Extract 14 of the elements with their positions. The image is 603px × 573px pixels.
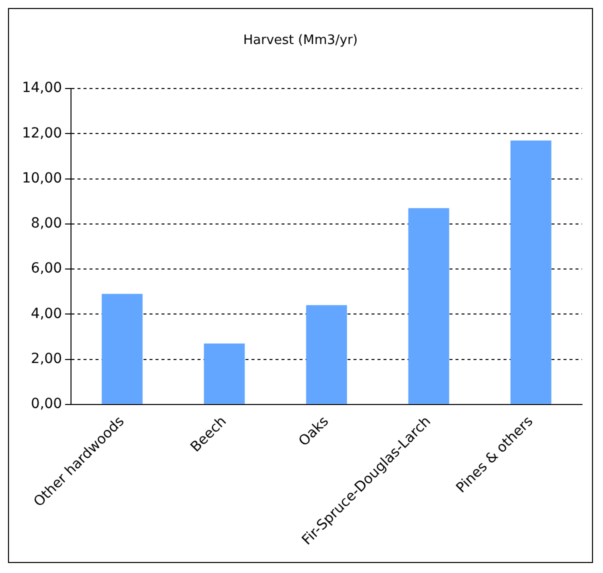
y-tick-label: 12,00 [22,125,62,142]
bar [510,140,552,404]
y-tick-label: 10,00 [22,170,62,186]
y-tick-label: 2,00 [30,350,62,367]
y-tick-label: 4,00 [30,306,62,322]
y-tick-label: 6,00 [30,260,62,277]
bar [204,344,245,404]
chart-title: Harvest (Mm3/yr) [243,33,358,48]
bar [102,294,143,404]
bar [408,208,450,404]
bar [306,305,347,404]
y-tick-label: 8,00 [30,216,62,232]
y-tick-label: 14,00 [22,80,62,96]
y-tick-label: 0,00 [30,396,62,412]
